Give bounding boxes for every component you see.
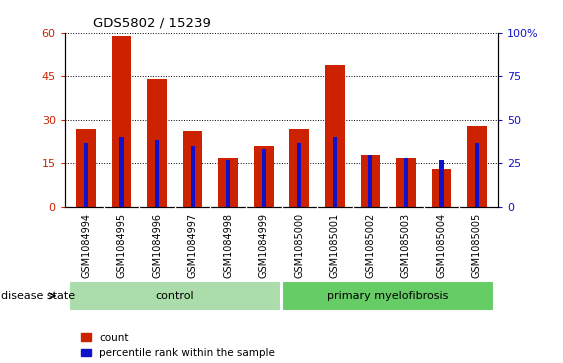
Text: GSM1085004: GSM1085004 [436, 213, 446, 278]
Bar [77, 129, 96, 207]
Text: disease state: disease state [1, 291, 75, 301]
Bar [360, 155, 380, 207]
Bar [262, 149, 266, 207]
Text: control: control [155, 291, 194, 301]
Text: GSM1084997: GSM1084997 [187, 213, 198, 278]
Text: GSM1085001: GSM1085001 [330, 213, 340, 278]
Text: GSM1085005: GSM1085005 [472, 213, 482, 278]
Bar [254, 146, 274, 207]
Bar [432, 169, 451, 207]
Text: GSM1085003: GSM1085003 [401, 213, 411, 278]
Text: GDS5802 / 15239: GDS5802 / 15239 [93, 16, 211, 29]
Bar [112, 36, 131, 207]
Text: primary myelofibrosis: primary myelofibrosis [328, 291, 449, 301]
Bar [396, 158, 415, 207]
Bar [84, 143, 88, 207]
Text: GSM1084996: GSM1084996 [152, 213, 162, 278]
Text: GSM1084995: GSM1084995 [117, 213, 127, 278]
Bar [475, 143, 479, 207]
Bar [368, 155, 373, 207]
Bar [333, 137, 337, 207]
Text: GSM1085002: GSM1085002 [365, 213, 376, 278]
Text: GSM1084999: GSM1084999 [259, 213, 269, 278]
FancyBboxPatch shape [69, 281, 281, 311]
Text: GSM1085000: GSM1085000 [294, 213, 304, 278]
Bar [190, 146, 195, 207]
Text: GSM1084994: GSM1084994 [81, 213, 91, 278]
Bar [218, 158, 238, 207]
Bar [404, 158, 408, 207]
Bar [183, 131, 203, 207]
Bar [155, 140, 159, 207]
Bar [297, 143, 301, 207]
Bar [226, 160, 230, 207]
Bar [148, 79, 167, 207]
Bar [119, 137, 124, 207]
Bar [439, 160, 444, 207]
Text: GSM1084998: GSM1084998 [223, 213, 233, 278]
Bar [325, 65, 345, 207]
Bar [467, 126, 486, 207]
FancyBboxPatch shape [282, 281, 494, 311]
Legend: count, percentile rank within the sample: count, percentile rank within the sample [81, 333, 275, 358]
Bar [289, 129, 309, 207]
